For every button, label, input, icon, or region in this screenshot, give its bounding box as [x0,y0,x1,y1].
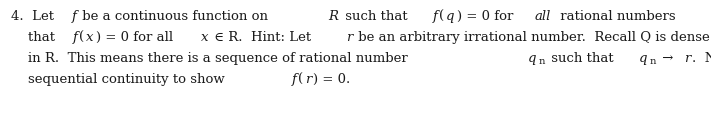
Text: (: ( [439,10,444,23]
Text: be a continuous function on: be a continuous function on [78,10,272,23]
Text: that: that [11,31,59,44]
Text: n: n [539,57,545,66]
Text: ) = 0 for all: ) = 0 for all [95,31,177,44]
Text: 4.  Let: 4. Let [11,10,58,23]
Text: be an arbitrary irrational number.  Recall Q is dense: be an arbitrary irrational number. Recal… [354,31,710,44]
Text: all: all [535,10,552,23]
Text: f: f [72,10,77,23]
Text: r: r [683,52,690,65]
Text: R: R [328,10,338,23]
Text: rational numbers: rational numbers [556,10,680,23]
Text: ) = 0 for: ) = 0 for [456,10,518,23]
Text: q: q [446,10,454,23]
Text: f: f [292,73,296,86]
Text: such that: such that [341,10,412,23]
Text: q: q [639,52,648,65]
Text: ∈ R.  Hint: Let: ∈ R. Hint: Let [210,31,316,44]
Text: ) = 0.: ) = 0. [313,73,351,86]
Text: f: f [433,10,438,23]
Text: .  Now use: . Now use [692,52,711,65]
Text: (: ( [79,31,85,44]
Text: n: n [650,57,656,66]
Text: r: r [346,31,353,44]
Text: in R.  This means there is a sequence of rational number: in R. This means there is a sequence of … [11,52,412,65]
Text: q: q [528,52,537,65]
Text: such that: such that [547,52,619,65]
Text: (: ( [298,73,304,86]
Text: x: x [86,31,93,44]
Text: →: → [658,52,678,65]
Text: f: f [73,31,77,44]
Text: r: r [305,73,311,86]
Text: x: x [201,31,208,44]
Text: sequential continuity to show: sequential continuity to show [11,73,229,86]
